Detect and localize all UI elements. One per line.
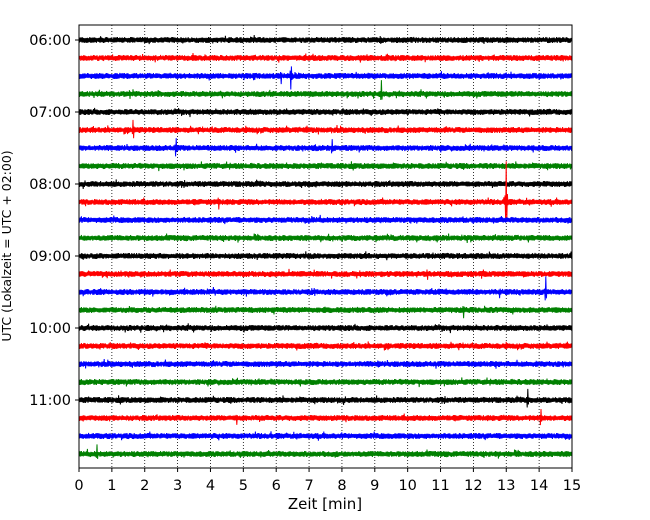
plot-frame [78, 24, 573, 469]
y-ticks: 06:00 07:00 08:00 09:00 10:00 11:00 [29, 33, 79, 409]
trace-line [78, 359, 573, 369]
trace [78, 80, 573, 101]
y-axis-label: UTC (Lokalzeit = UTC + 02:00) [0, 150, 14, 341]
trace [78, 359, 573, 369]
y-tick-label: 08:00 [29, 177, 71, 193]
trace [78, 34, 573, 45]
y-tick-label: 06:00 [29, 33, 71, 49]
x-tick-label: 6 [272, 478, 281, 494]
trace [78, 119, 573, 139]
trace-line [78, 107, 573, 118]
trace-line [78, 214, 573, 225]
x-tick-label: 7 [304, 478, 313, 494]
trace [78, 323, 573, 334]
trace-line [78, 377, 573, 388]
x-tick-label: 0 [74, 478, 83, 494]
trace [78, 276, 573, 301]
x-ticks: 0 1 2 3 4 5 6 7 8 9 10 11 12 13 14 15 [74, 468, 581, 494]
trace [78, 107, 573, 118]
trace [78, 53, 573, 63]
trace [78, 161, 573, 223]
y-tick-label: 10:00 [29, 321, 71, 337]
trace-line [78, 408, 573, 426]
trace [78, 341, 573, 351]
trace [78, 388, 573, 408]
x-tick-label: 2 [140, 478, 149, 494]
trace-line [78, 138, 573, 157]
trace-line [78, 431, 573, 441]
trace-line [78, 179, 573, 189]
trace [78, 268, 573, 280]
x-tick-label: 13 [497, 478, 515, 494]
x-tick-label: 15 [563, 478, 581, 494]
x-axis-label: Zeit [min] [288, 495, 362, 513]
trace-line [78, 53, 573, 63]
trace [78, 408, 573, 426]
trace [78, 431, 573, 441]
trace-line [78, 305, 573, 319]
trace-line [78, 119, 573, 139]
y-tick-label: 07:00 [29, 105, 71, 121]
x-tick-label: 9 [370, 478, 379, 494]
trace [78, 377, 573, 388]
trace-line [78, 276, 573, 301]
y-tick-label: 11:00 [29, 393, 71, 409]
x-tick-label: 3 [173, 478, 182, 494]
trace-lines [78, 34, 573, 459]
x-tick-label: 1 [107, 478, 116, 494]
x-tick-label: 14 [530, 478, 548, 494]
trace-line [78, 161, 573, 172]
x-tick-label: 10 [398, 478, 416, 494]
trace-line [78, 161, 573, 223]
x-tick-label: 8 [337, 478, 346, 494]
trace-line [78, 233, 573, 243]
trace [78, 251, 573, 261]
trace-line [78, 341, 573, 351]
grid-lines [111, 25, 540, 468]
trace-line [78, 251, 573, 261]
x-tick-label: 11 [431, 478, 449, 494]
x-tick-label: 5 [239, 478, 248, 494]
trace [78, 138, 573, 157]
trace-line [78, 80, 573, 101]
trace [78, 179, 573, 189]
trace [78, 444, 573, 459]
x-tick-label: 4 [206, 478, 215, 494]
trace-line [78, 34, 573, 45]
trace-line [78, 66, 573, 90]
trace-line [78, 388, 573, 408]
trace [78, 66, 573, 90]
trace-line [78, 444, 573, 459]
trace [78, 161, 573, 172]
trace [78, 233, 573, 243]
trace [78, 214, 573, 225]
x-tick-label: 12 [464, 478, 482, 494]
trace-line [78, 268, 573, 280]
trace [78, 305, 573, 319]
y-tick-label: 09:00 [29, 249, 71, 265]
trace-line [78, 323, 573, 334]
